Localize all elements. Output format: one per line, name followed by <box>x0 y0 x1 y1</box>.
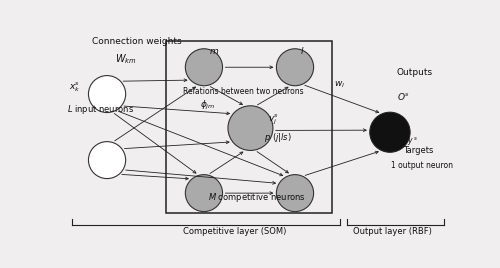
Text: $W_{km}$: $W_{km}$ <box>115 52 136 66</box>
Bar <box>166 42 332 213</box>
Text: Relations between two neurons: Relations between two neurons <box>182 87 303 96</box>
Text: $v_j^s$: $v_j^s$ <box>268 113 279 127</box>
Text: 1 output neuron: 1 output neuron <box>391 161 453 170</box>
Text: $y$: $y$ <box>408 136 414 147</box>
Text: $l$: $l$ <box>300 45 304 56</box>
Ellipse shape <box>186 49 222 86</box>
Ellipse shape <box>276 175 314 212</box>
Text: Targets: Targets <box>402 146 433 155</box>
Text: $p\ (j|ls)$: $p\ (j|ls)$ <box>264 132 291 144</box>
Text: Output layer (RBF): Output layer (RBF) <box>353 227 432 236</box>
Text: $O^s$: $O^s$ <box>396 91 409 102</box>
Text: $\phi_{jm}$: $\phi_{jm}$ <box>200 99 216 112</box>
Ellipse shape <box>370 112 410 152</box>
Text: Outputs: Outputs <box>396 69 432 77</box>
Text: $L$ input neurons: $L$ input neurons <box>67 103 134 116</box>
Ellipse shape <box>88 142 126 178</box>
Ellipse shape <box>186 175 222 212</box>
Text: $M$ competitive neurons: $M$ competitive neurons <box>208 191 306 204</box>
Text: $s$: $s$ <box>413 136 418 143</box>
Text: $x_k^s$: $x_k^s$ <box>70 81 81 94</box>
Text: Connection weights: Connection weights <box>92 36 181 46</box>
Text: Competitive layer (SOM): Competitive layer (SOM) <box>182 227 286 236</box>
Ellipse shape <box>228 106 273 150</box>
Text: $w_l$: $w_l$ <box>334 80 345 90</box>
Text: $m$: $m$ <box>209 47 219 56</box>
Ellipse shape <box>276 49 314 86</box>
Ellipse shape <box>88 76 126 113</box>
